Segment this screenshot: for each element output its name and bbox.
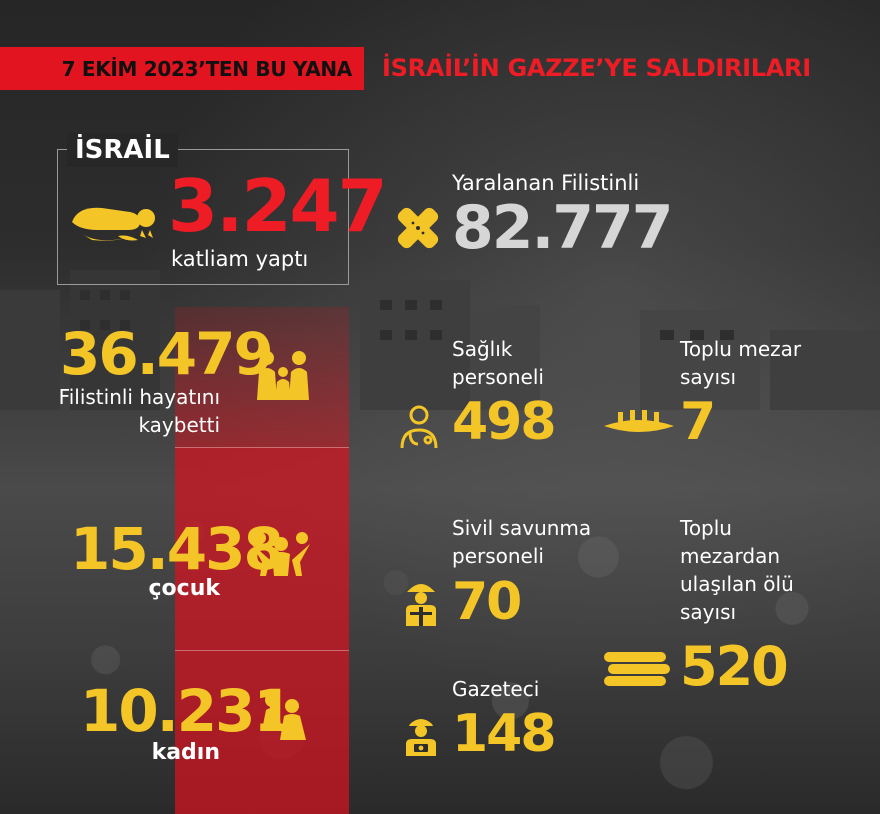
civil-defense-label-line2: personeli — [452, 544, 544, 568]
health-staff-value: 498 — [452, 392, 557, 452]
civil-defense-label-line1: Sivil savunma — [452, 516, 592, 540]
health-staff-label-line2: personeli — [452, 365, 544, 389]
family-icon — [257, 351, 309, 400]
mass-graves-label-line2: sayısı — [680, 365, 737, 389]
grave-bodies-value: 520 — [680, 635, 789, 698]
women-value: 10.231 — [80, 677, 294, 745]
deaths-label-line1: Filistinli hayatını — [58, 385, 220, 409]
israel-box — [57, 149, 349, 285]
red-column-bottom — [175, 447, 349, 814]
grave-bodies-label-line3: ulaşılan ölü — [680, 572, 794, 596]
israel-label: İSRAİL — [67, 133, 178, 167]
journalists-value: 148 — [452, 704, 557, 764]
mass-grave-icon — [604, 410, 674, 432]
firefighter-icon — [406, 584, 436, 626]
page-title: İSRAİL’İN GAZZE’YE SALDIRILARI — [382, 54, 811, 82]
mass-graves-label-line1: Toplu mezar — [680, 337, 802, 361]
civil-defense-value: 70 — [452, 572, 522, 632]
journalists-label: Gazeteci — [452, 677, 540, 701]
children-icon — [252, 532, 310, 576]
date-banner: 7 EKİM 2023’TEN BU YANA — [0, 47, 364, 90]
red-divider — [175, 650, 349, 651]
grave-bodies-label-line1: Toplu — [680, 516, 732, 540]
grave-bodies-label-line2: mezardan — [680, 544, 781, 568]
deaths-label-line2: kaybetti — [138, 413, 220, 437]
israel-massacres-label: katliam yaptı — [171, 247, 309, 271]
background-rubble — [0, 300, 880, 814]
doctor-icon — [400, 405, 438, 449]
journalist-icon — [406, 719, 436, 756]
red-divider — [175, 447, 349, 448]
grave-bodies-label-line4: sayısı — [680, 600, 737, 624]
health-staff-label-line1: Sağlık — [452, 337, 513, 361]
wounded-value: 82.777 — [452, 193, 674, 263]
body-bags-icon — [604, 652, 670, 686]
date-label: 7 EKİM 2023’TEN BU YANA — [61, 56, 353, 81]
women-icon — [262, 693, 306, 740]
mass-graves-value: 7 — [680, 392, 716, 452]
women-label: kadın — [151, 740, 220, 765]
fallen-person-icon — [72, 207, 155, 241]
israel-massacres-value: 3.247 — [168, 164, 388, 248]
children-label: çocuk — [148, 576, 221, 601]
wounded-label: Yaralanan Filistinli — [452, 171, 640, 195]
deaths-value: 36.479 — [60, 320, 274, 388]
bandage-icon — [397, 207, 439, 249]
children-value: 15.438 — [70, 515, 284, 583]
